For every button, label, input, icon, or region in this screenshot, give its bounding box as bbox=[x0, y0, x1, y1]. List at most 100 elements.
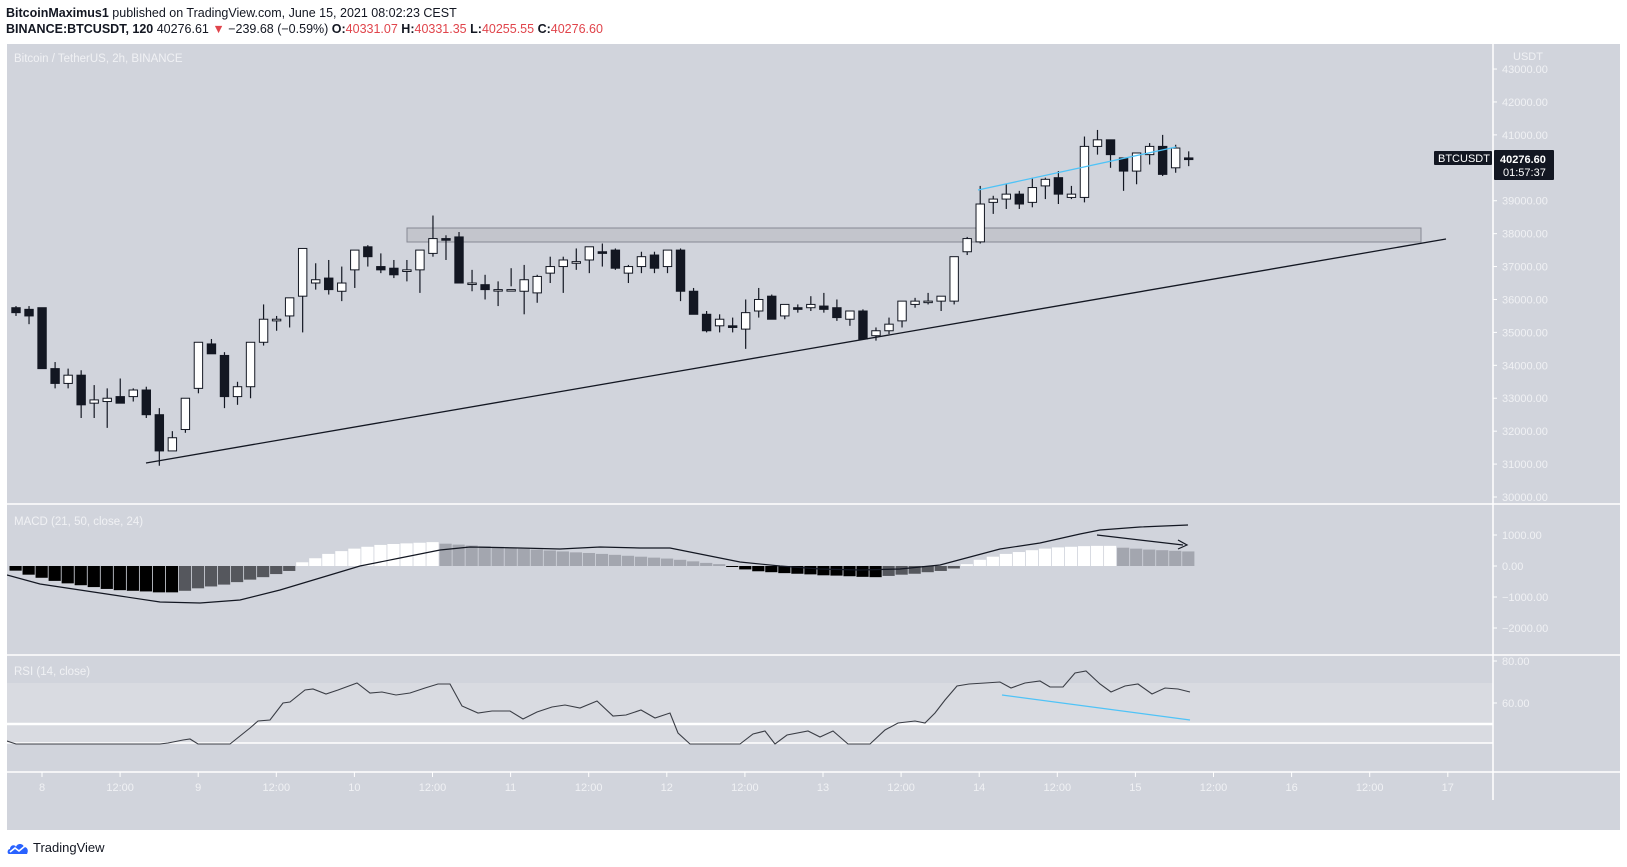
macd-bar bbox=[817, 566, 830, 576]
candle bbox=[936, 295, 946, 312]
candle bbox=[310, 263, 321, 290]
countdown: 01:57:37 bbox=[1503, 167, 1546, 179]
macd-bar bbox=[621, 555, 635, 566]
price-tick-label: 31000.00 bbox=[1502, 459, 1548, 471]
candle bbox=[1105, 139, 1116, 168]
macd-bar bbox=[530, 549, 543, 566]
tradingview-cloud-icon bbox=[7, 843, 28, 854]
macd-bar bbox=[1182, 551, 1195, 566]
change: −239.68 (−0.59%) bbox=[228, 22, 329, 36]
macd-bar bbox=[973, 559, 986, 566]
candle bbox=[324, 259, 334, 295]
time-tick-label: 12 bbox=[661, 782, 673, 794]
macd-bar bbox=[934, 566, 947, 571]
publish-info: BitcoinMaximus1 published on TradingView… bbox=[6, 6, 457, 20]
macd-bar bbox=[726, 566, 739, 567]
macd-bar bbox=[35, 566, 48, 578]
last-price-tag bbox=[1494, 150, 1554, 180]
macd-bar bbox=[348, 548, 361, 566]
resistance-zone[interactable] bbox=[406, 227, 1422, 243]
macd-bar bbox=[491, 546, 504, 566]
macd-bar bbox=[739, 566, 752, 570]
price-tick-label: 32000.00 bbox=[1502, 426, 1548, 438]
chart-canvas[interactable]: Bitcoin / TetherUS, 2h, BINANCE MACD (21… bbox=[6, 44, 1620, 830]
macd-bar bbox=[556, 551, 569, 566]
rsi-title[interactable]: RSI (14, close) bbox=[14, 666, 90, 678]
time-axis[interactable]: 8 12:00 9 12:00 10 12:00 11 12:00 12 12:00 13 12:00… bbox=[39, 772, 1454, 794]
candle bbox=[128, 388, 138, 402]
time-tick-label: 14 bbox=[973, 782, 985, 794]
macd-bar bbox=[48, 566, 61, 581]
candle bbox=[1027, 177, 1038, 208]
candle bbox=[962, 236, 972, 256]
candle bbox=[37, 307, 47, 370]
chart-area[interactable]: Bitcoin / TetherUS, 2h, BINANCE MACD (21… bbox=[6, 44, 1620, 830]
rsi-axis[interactable]: 80.00 60.00 bbox=[1493, 656, 1530, 710]
price-tick-label: 38000.00 bbox=[1502, 229, 1548, 241]
macd-bar bbox=[191, 566, 205, 589]
candle bbox=[376, 253, 386, 274]
tradingview-logo[interactable]: TradingView bbox=[7, 840, 105, 855]
macd-bar bbox=[113, 566, 126, 591]
chart-title: Bitcoin / TetherUS, 2h, BINANCE bbox=[14, 53, 183, 65]
macd-bar bbox=[452, 544, 465, 566]
close-value: 40276.60 bbox=[550, 22, 603, 36]
time-tick-label: 12:00 bbox=[263, 782, 291, 794]
support-trendline[interactable] bbox=[145, 238, 1447, 464]
candle bbox=[845, 310, 855, 326]
macd-bar bbox=[204, 566, 218, 587]
candle bbox=[858, 309, 868, 340]
macd-bar bbox=[504, 547, 517, 566]
macd-bar bbox=[283, 566, 296, 571]
time-tick-label: 17 bbox=[1442, 782, 1454, 794]
candle bbox=[454, 231, 464, 284]
candle bbox=[871, 327, 881, 341]
macd-bar bbox=[674, 559, 687, 566]
candle bbox=[24, 306, 34, 325]
macd-bar bbox=[595, 553, 609, 566]
price-tick-label: 41000.00 bbox=[1502, 130, 1548, 142]
macd-bar bbox=[400, 543, 413, 566]
author[interactable]: BitcoinMaximus1 bbox=[6, 6, 109, 20]
price-tick-label: 35000.00 bbox=[1502, 327, 1548, 339]
candle bbox=[271, 315, 282, 331]
candle bbox=[402, 259, 412, 282]
time-tick-label: 15 bbox=[1129, 782, 1141, 794]
time-tick-label: 12:00 bbox=[1200, 782, 1228, 794]
candle bbox=[636, 251, 647, 274]
candle bbox=[1079, 136, 1090, 203]
macd-title[interactable]: MACD (21, 50, close, 24) bbox=[14, 516, 143, 528]
macd-bar bbox=[1064, 546, 1078, 566]
last-price: 40276.61 bbox=[156, 22, 209, 36]
macd-bar bbox=[856, 566, 869, 577]
price-tick-label: 37000.00 bbox=[1502, 262, 1548, 274]
macd-bar bbox=[296, 562, 309, 566]
candle bbox=[363, 245, 373, 267]
price-axis[interactable]: 43000.00 42000.00 41000.00 39000.00 38000.00… bbox=[1493, 64, 1548, 504]
candle bbox=[441, 235, 451, 260]
candle bbox=[819, 292, 829, 313]
candle bbox=[1170, 144, 1181, 173]
price-higher-highs-line[interactable] bbox=[977, 146, 1177, 191]
candle bbox=[232, 381, 243, 405]
macd-axis[interactable]: 1000.00 0.00 −1000.00 −2000.00 bbox=[1493, 530, 1548, 635]
price-tick-label: 43000.00 bbox=[1502, 64, 1548, 76]
macd-bar bbox=[335, 551, 348, 566]
candle bbox=[675, 248, 686, 302]
macd-bar bbox=[791, 566, 804, 574]
candle bbox=[793, 304, 803, 313]
candle bbox=[297, 247, 308, 333]
macd-bar bbox=[608, 554, 622, 566]
macd-bar bbox=[426, 542, 439, 566]
macd-bar bbox=[465, 545, 478, 566]
price-tick-label: 39000.00 bbox=[1502, 196, 1548, 208]
time-tick-label: 12:00 bbox=[419, 782, 447, 794]
macd-bar bbox=[361, 546, 374, 566]
macd-tick-label: −2000.00 bbox=[1502, 623, 1548, 635]
rsi-divergence-line[interactable] bbox=[1001, 694, 1191, 721]
macd-divergence-arrow[interactable] bbox=[1096, 534, 1184, 546]
candle bbox=[988, 195, 998, 214]
macd-bar bbox=[1038, 548, 1052, 566]
candle bbox=[1053, 171, 1064, 205]
macd-bar bbox=[895, 566, 908, 575]
